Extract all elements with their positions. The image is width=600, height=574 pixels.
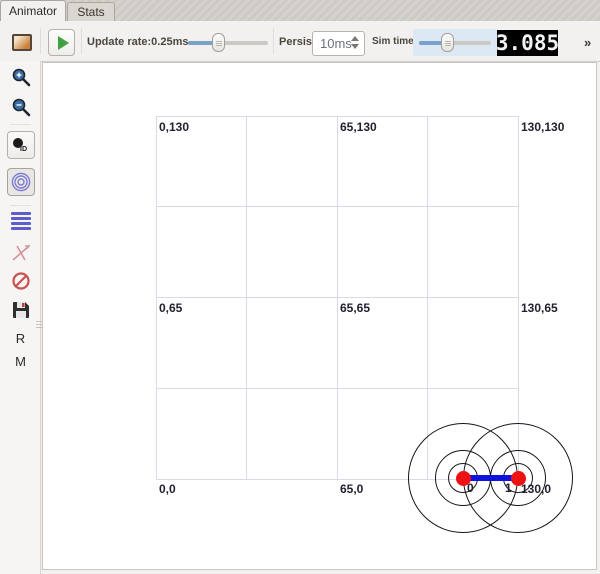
play-icon	[57, 35, 69, 50]
animation-canvas: 0 1 0,130 65,130 130,130 0,65 65,65 130,…	[42, 62, 597, 570]
grid-line	[156, 116, 157, 480]
grid-line	[156, 297, 519, 298]
reset-button[interactable]: R	[15, 331, 26, 346]
tab-stats[interactable]: Stats	[67, 2, 115, 21]
grid-line	[427, 116, 428, 480]
svg-text:ID: ID	[20, 146, 27, 153]
open-trace-button[interactable]	[12, 34, 32, 51]
sidebar-separator	[10, 205, 31, 206]
node-id-icon: ID	[12, 138, 27, 153]
open-trace-icon	[12, 34, 32, 51]
grid-line	[156, 479, 519, 480]
grid-label: 0,65	[159, 301, 183, 315]
grid-label: 0,0	[159, 482, 176, 496]
grid-label: 65,0	[340, 482, 364, 496]
packet-stats-icon	[10, 212, 31, 230]
persist-label: Persist	[279, 36, 316, 48]
zoom-in-button[interactable]	[0, 67, 41, 87]
save-icon	[12, 302, 29, 318]
update-rate-slider-fill	[188, 41, 218, 45]
grid-label: 130,130	[521, 120, 565, 134]
grid-line	[518, 116, 519, 480]
packet-stats-button[interactable]	[0, 211, 41, 231]
p2p-link	[463, 475, 518, 481]
persist-spin-arrows[interactable]	[351, 36, 359, 49]
persist-value: 10ms	[320, 36, 352, 51]
grid-label: 65,130	[340, 120, 377, 134]
update-rate-label: Update rate:0.25ms	[87, 36, 189, 48]
sidebar-separator	[10, 124, 31, 125]
spin-down-icon[interactable]	[351, 44, 359, 49]
sim-time-slider[interactable]	[419, 41, 491, 45]
sim-time-display: 3.085	[495, 30, 560, 56]
block-packets-button[interactable]	[0, 271, 41, 291]
zoom-in-icon	[12, 68, 30, 87]
grid-line	[156, 388, 519, 389]
save-button[interactable]	[0, 301, 41, 319]
block-packets-icon	[11, 272, 30, 290]
zoom-out-button[interactable]	[0, 97, 41, 117]
node-1	[511, 471, 526, 486]
sim-time-label: Sim time	[372, 36, 414, 47]
toolbar-separator	[273, 28, 274, 54]
grid-label: 65,65	[340, 301, 371, 315]
toolbar-overflow-button[interactable]: »	[584, 35, 592, 50]
node-0	[456, 471, 471, 486]
tab-bar: Animator Stats	[0, 0, 600, 22]
grid-line	[337, 116, 338, 480]
packet-filter-icon	[11, 245, 30, 261]
sim-time-slider-fill	[419, 41, 447, 45]
mobility-button[interactable]: M	[15, 354, 26, 369]
play-button[interactable]	[48, 29, 75, 56]
packet-filter-button[interactable]	[0, 244, 41, 262]
slider-grip	[216, 41, 222, 46]
grid-line	[156, 116, 519, 117]
tool-sidebar: ID	[0, 61, 41, 574]
wireless-circles-icon	[11, 172, 30, 192]
grid-label: 0,130	[159, 120, 190, 134]
wireless-circles-button[interactable]	[0, 168, 41, 196]
grid-label: 130,65	[521, 301, 558, 315]
grid-label: 130,0	[521, 482, 552, 496]
spin-up-icon[interactable]	[351, 36, 359, 41]
node-id-button[interactable]: ID	[0, 131, 41, 159]
node-0-label: 0	[467, 481, 474, 495]
toolbar: Update rate:0.25ms Persist 10ms Sim time…	[0, 21, 600, 62]
slider-grip	[445, 41, 451, 46]
toolbar-separator	[81, 28, 82, 54]
update-rate-slider-handle[interactable]	[212, 33, 225, 52]
toolbar-separator	[40, 28, 41, 54]
grid-line	[246, 116, 247, 480]
update-rate-slider[interactable]	[188, 41, 268, 45]
node-1-label: 1	[505, 481, 512, 495]
persist-spinbox[interactable]: 10ms	[312, 31, 365, 56]
zoom-out-icon	[12, 98, 30, 117]
grid-line	[156, 206, 519, 207]
sim-time-slider-handle[interactable]	[441, 33, 454, 52]
tab-animator[interactable]: Animator	[0, 0, 66, 21]
